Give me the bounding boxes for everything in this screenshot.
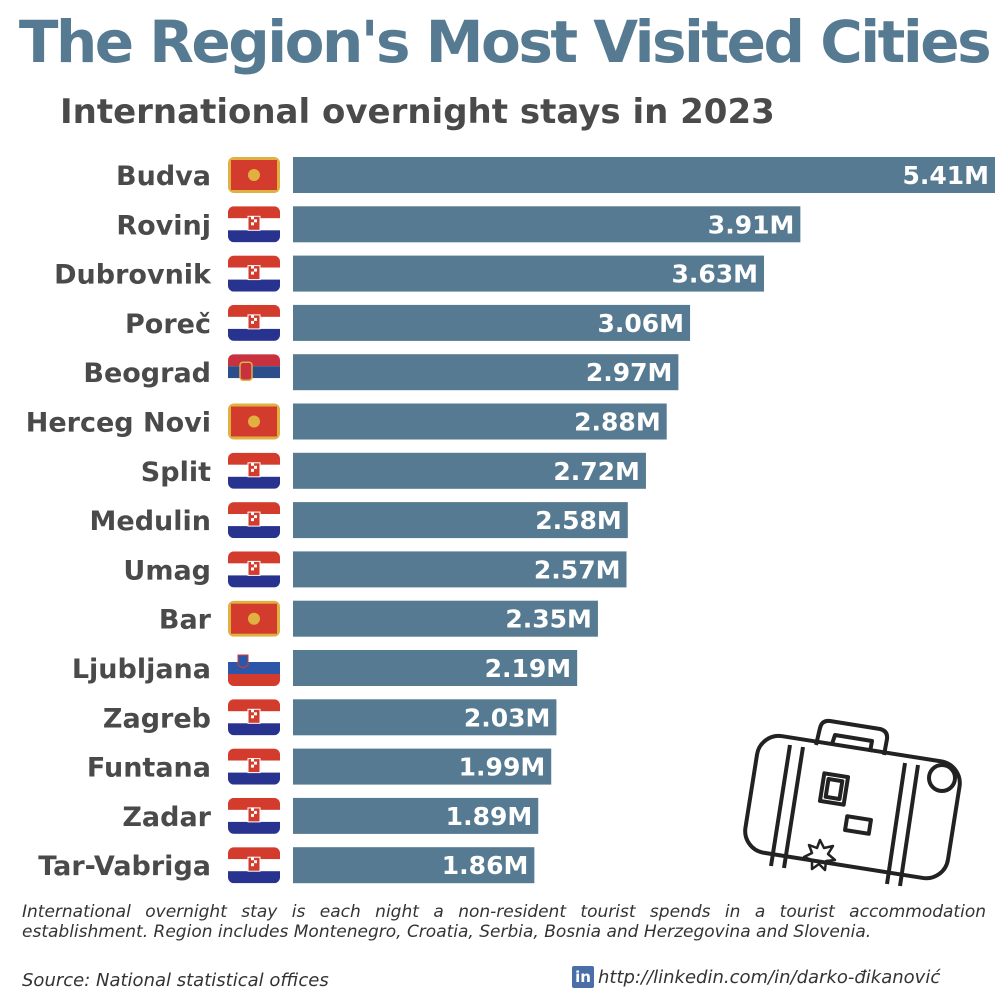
city-label: Ljubljana [72,654,211,685]
slovenia-flag-icon [228,650,280,686]
montenegro-flag-icon [228,157,280,193]
city-label: Medulin [90,506,211,537]
serbia-flag-icon [228,354,280,391]
city-label: Beograd [83,358,211,389]
city-label: Herceg Novi [26,408,211,439]
footnote: International overnight stay is each nig… [22,902,986,942]
value-label: 3.91M [708,210,795,239]
value-label: 1.86M [442,851,529,880]
value-label: 2.03M [464,703,551,732]
city-label: Funtana [87,753,211,784]
value-label: 2.72M [553,457,640,486]
source-note: Source: National statistical offices [22,970,329,991]
chart-title: The Region's Most Visited Cities [18,8,992,76]
montenegro-flag-icon [228,600,280,637]
croatia-flag-icon [228,304,280,341]
croatia-flag-icon [228,452,280,489]
bar [293,502,628,539]
croatia-flag-icon [228,551,280,588]
linkedin-icon: in [572,966,594,988]
bar [293,157,995,193]
city-label: Poreč [125,309,211,340]
city-label: Umag [123,555,211,586]
bar [293,304,691,341]
bar [293,797,539,834]
bar [293,650,578,686]
city-label: Zadar [122,802,211,833]
bar-chart: Budva 5.41M Rovinj 3.91M Dubrovnik 3.63M Poreč… [26,157,995,887]
bar [293,699,557,736]
city-label: Bar [159,605,212,636]
bar [293,748,552,785]
value-label: 2.58M [535,506,622,535]
value-label: 1.99M [459,753,546,782]
montenegro-flag-icon [228,403,280,440]
linkedin-url[interactable]: http://linkedin.com/in/darko-đikanović [598,966,941,988]
value-label: 2.88M [574,408,661,437]
bar [293,403,667,440]
croatia-flag-icon [228,502,280,539]
value-label: 2.97M [586,358,673,387]
croatia-flag-icon [228,255,280,292]
value-label: 1.89M [446,802,533,831]
chart-subtitle: International overnight stays in 2023 [60,92,775,132]
suitcase-icon [743,718,962,887]
value-label: 2.57M [534,555,621,584]
bar [293,452,646,489]
value-label: 3.06M [598,309,685,338]
city-label: Split [141,457,211,488]
city-label: Rovinj [116,210,211,241]
croatia-flag-icon [228,847,280,884]
value-label: 3.63M [671,260,758,289]
croatia-flag-icon [228,748,280,785]
croatia-flag-icon [228,797,280,834]
bar [293,206,801,243]
value-label: 2.35M [505,605,592,634]
city-label: Dubrovnik [54,260,212,291]
bar [293,255,765,292]
value-label: 2.19M [485,654,572,683]
bar [293,847,535,884]
bar [293,354,679,391]
city-label: Budva [116,161,211,192]
city-label: Zagreb [103,703,211,734]
city-label: Tar-Vabriga [38,851,211,882]
value-label: 5.41M [902,161,989,190]
croatia-flag-icon [228,699,280,736]
linkedin-link[interactable]: in http://linkedin.com/in/darko-đikanovi… [572,966,940,988]
bar [293,600,598,637]
bar [293,551,627,588]
croatia-flag-icon [228,206,280,243]
